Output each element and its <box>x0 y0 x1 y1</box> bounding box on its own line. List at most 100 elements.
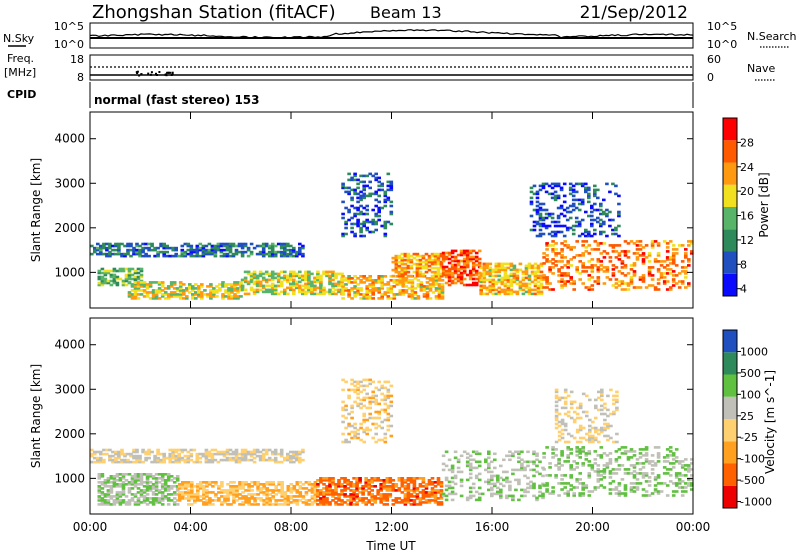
heatmap-cell <box>112 275 117 279</box>
heatmap-cell <box>488 284 493 288</box>
heatmap-cell <box>350 430 354 434</box>
heatmap-cell <box>629 240 634 243</box>
heatmap-cell <box>536 274 541 278</box>
heatmap-cell <box>115 491 120 494</box>
heatmap-cell <box>316 270 320 274</box>
heatmap-cell <box>307 276 311 280</box>
colorbar-swatch <box>723 140 737 163</box>
heatmap-cell <box>680 282 685 285</box>
freq-label: Freq. <box>7 52 34 65</box>
heatmap-cell <box>611 472 616 475</box>
heatmap-cell <box>209 291 213 294</box>
heatmap-cell <box>358 481 362 484</box>
heatmap-cell <box>279 450 284 454</box>
heatmap-cell <box>147 448 151 452</box>
heatmap-cell <box>256 503 260 506</box>
heatmap-cell <box>632 264 637 267</box>
heatmap-cell <box>283 292 287 296</box>
heatmap-cell <box>108 246 112 250</box>
heatmap-cell <box>172 283 177 286</box>
heatmap-cell <box>201 254 206 258</box>
heatmap-cell <box>133 275 138 279</box>
freq-speck <box>169 71 172 74</box>
heatmap-cell <box>551 492 555 495</box>
heatmap-cell <box>605 212 609 216</box>
heatmap-cell <box>477 263 482 267</box>
heatmap-cell <box>243 278 248 282</box>
heatmap-cell <box>142 481 147 484</box>
heatmap-cell <box>283 254 287 258</box>
heatmap-cell <box>388 477 393 480</box>
heatmap-cell <box>160 285 165 288</box>
heatmap-cell <box>541 224 546 228</box>
heatmap-cell <box>136 287 141 290</box>
heatmap-cell <box>599 224 603 228</box>
heatmap-cell <box>557 252 561 255</box>
heatmap-cell <box>144 242 148 246</box>
heatmap-cell <box>389 434 394 438</box>
heatmap-cell <box>252 246 257 250</box>
heatmap-cell <box>135 252 139 256</box>
heatmap-cell <box>644 474 649 477</box>
heatmap-cell <box>453 456 458 460</box>
heatmap-cell <box>644 460 649 463</box>
heatmap-cell <box>205 489 209 492</box>
heatmap-cell <box>479 266 483 270</box>
heatmap-cell <box>430 252 435 256</box>
heatmap-cell <box>644 446 649 449</box>
heatmap-cell <box>157 491 162 494</box>
heatmap-cell <box>200 297 204 300</box>
heatmap-cell <box>644 480 649 483</box>
heatmap-cell <box>353 232 357 236</box>
heatmap-cell <box>440 279 445 282</box>
heatmap-cell <box>650 274 655 277</box>
heatmap-cell <box>674 448 679 451</box>
heatmap-cell <box>614 286 619 289</box>
heatmap-cell <box>265 483 269 486</box>
heatmap-cell <box>671 466 676 469</box>
heatmap-cell <box>141 242 145 246</box>
heatmap-cell <box>151 477 156 480</box>
heatmap-cell <box>580 184 585 188</box>
heatmap-cell <box>447 277 452 281</box>
heatmap-cell <box>377 279 381 282</box>
heatmap-cell <box>295 284 299 288</box>
heatmap-cell <box>356 404 360 408</box>
heatmap-cell <box>178 289 183 292</box>
heatmap-cell <box>208 501 212 504</box>
heatmap-cell <box>684 272 688 275</box>
heatmap-cell <box>565 218 570 222</box>
heatmap-cell <box>647 272 652 275</box>
heatmap-cell <box>602 212 606 216</box>
heatmap-cell <box>391 499 396 502</box>
heatmap-cell <box>233 293 237 296</box>
heatmap-cell <box>551 262 555 265</box>
heatmap-cell <box>684 482 688 485</box>
heatmap-cell <box>270 278 275 282</box>
heatmap-cell <box>132 454 136 458</box>
heatmap-cell <box>474 283 479 287</box>
heatmap-cell <box>289 456 293 460</box>
heatmap-cell <box>316 483 320 486</box>
heatmap-cell <box>117 460 121 464</box>
heatmap-cell <box>283 493 288 496</box>
heatmap-cell <box>509 284 514 288</box>
heatmap-cell <box>374 220 378 224</box>
heatmap-cell <box>157 287 162 290</box>
heatmap-cell <box>380 224 384 228</box>
heatmap-cell <box>207 242 212 246</box>
heatmap-cell <box>115 281 120 285</box>
heatmap-cell <box>450 263 455 267</box>
heatmap-cell <box>353 178 357 182</box>
heatmap-cell <box>671 262 676 265</box>
heatmap-cell <box>560 274 564 277</box>
heatmap-cell <box>444 488 449 492</box>
heatmap-cell <box>316 286 320 290</box>
heatmap-cell <box>608 452 613 455</box>
heatmap-cell <box>325 497 329 500</box>
heatmap-cell <box>356 212 360 216</box>
heatmap-cell <box>506 262 511 266</box>
heatmap-cell <box>172 485 177 488</box>
heatmap-cell <box>344 226 348 230</box>
heatmap-cell <box>462 251 467 255</box>
